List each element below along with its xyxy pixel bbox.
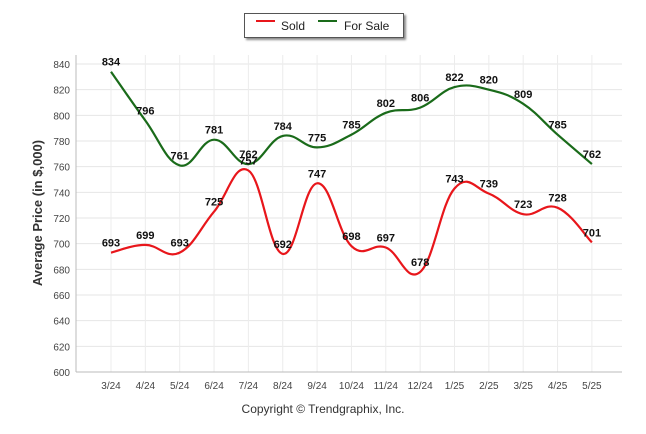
data-label-for-sale: 784 [274,121,293,133]
series-line-for-sale [110,71,593,167]
data-label-for-sale: 761 [171,150,189,162]
data-label-sold: 728 [548,193,566,205]
y-tick-label: 660 [53,291,70,302]
y-tick-label: 700 [53,240,70,251]
x-tick-label: 3/24 [101,381,121,392]
y-tick-label: 640 [53,317,70,328]
axes: 600 620 640 660 680 700 720 740 760 780 800 820 840 3… [53,55,622,392]
data-label-sold: 757 [239,156,257,168]
data-label-for-sale: 785 [548,120,566,132]
data-label-sold: 693 [102,238,120,250]
x-tick-label: 6/24 [204,381,224,392]
data-label-for-sale: 802 [377,98,395,110]
data-label-sold: 743 [445,173,463,185]
y-tick-label: 780 [53,137,70,148]
x-tick-label: 12/24 [408,381,433,392]
y-tick-label: 840 [53,60,70,71]
data-label-sold: 678 [411,257,429,269]
x-tick-label: 3/25 [513,381,533,392]
x-tick-label: 11/24 [374,381,399,392]
x-tick-label: 4/25 [548,381,568,392]
y-tick-label: 800 [53,111,70,122]
x-tick-label: 9/24 [307,381,327,392]
y-tick-label: 680 [53,265,70,276]
data-label-sold: 692 [274,239,292,251]
data-label-sold: 747 [308,168,326,180]
data-label-sold: 739 [480,179,498,191]
data-labels: 693 699 693 725 757 692 747 698 697 678 743 739 723 7… [102,57,601,269]
y-tick-label: 740 [53,188,70,199]
legend-swatch-sold [256,20,275,22]
data-label-for-sale: 762 [583,149,601,161]
data-label-for-sale: 775 [308,132,326,144]
data-label-sold: 725 [205,197,223,209]
data-label-for-sale: 822 [445,72,463,84]
data-label-for-sale: 809 [514,89,532,101]
y-axis-label: Average Price (in $,000) [30,140,45,286]
y-tick-label: 720 [53,214,70,225]
data-label-sold: 723 [514,199,532,211]
x-tick-label: 8/24 [273,381,293,392]
x-tick-label: 1/25 [445,381,465,392]
y-tick-label: 620 [53,342,70,353]
data-label-sold: 698 [342,231,360,243]
x-tick-label: 4/24 [136,381,156,392]
y-tick-label: 760 [53,163,70,174]
x-tick-label: 7/24 [239,381,259,392]
data-label-for-sale: 762 [239,149,257,161]
y-tick-label: 820 [53,86,70,97]
x-tick-label: 10/24 [339,381,364,392]
data-label-sold: 699 [136,230,154,242]
x-tick-label: 5/24 [170,381,190,392]
x-tick-label: 5/25 [582,381,602,392]
data-label-for-sale: 806 [411,93,429,105]
legend-label-for-sale: For Sale [344,19,390,33]
copyright-text: Copyright © Trendgraphix, Inc. [241,402,405,416]
grid-lines [76,55,622,373]
data-label-sold: 701 [583,227,601,239]
legend-swatch-for-sale [318,20,337,22]
y-tick-label: 600 [53,368,70,379]
data-label-for-sale: 781 [205,125,223,137]
data-label-for-sale: 785 [342,120,360,132]
data-label-for-sale: 796 [136,105,154,117]
legend: Sold For Sale [244,13,404,38]
series-lines [110,71,593,276]
data-label-sold: 693 [171,238,189,250]
x-tick-label: 2/25 [479,381,499,392]
data-label-for-sale: 834 [102,57,121,69]
legend-label-sold: Sold [281,19,306,33]
data-label-for-sale: 820 [480,75,498,87]
series-line-sold [110,168,593,276]
data-label-sold: 697 [377,233,395,245]
